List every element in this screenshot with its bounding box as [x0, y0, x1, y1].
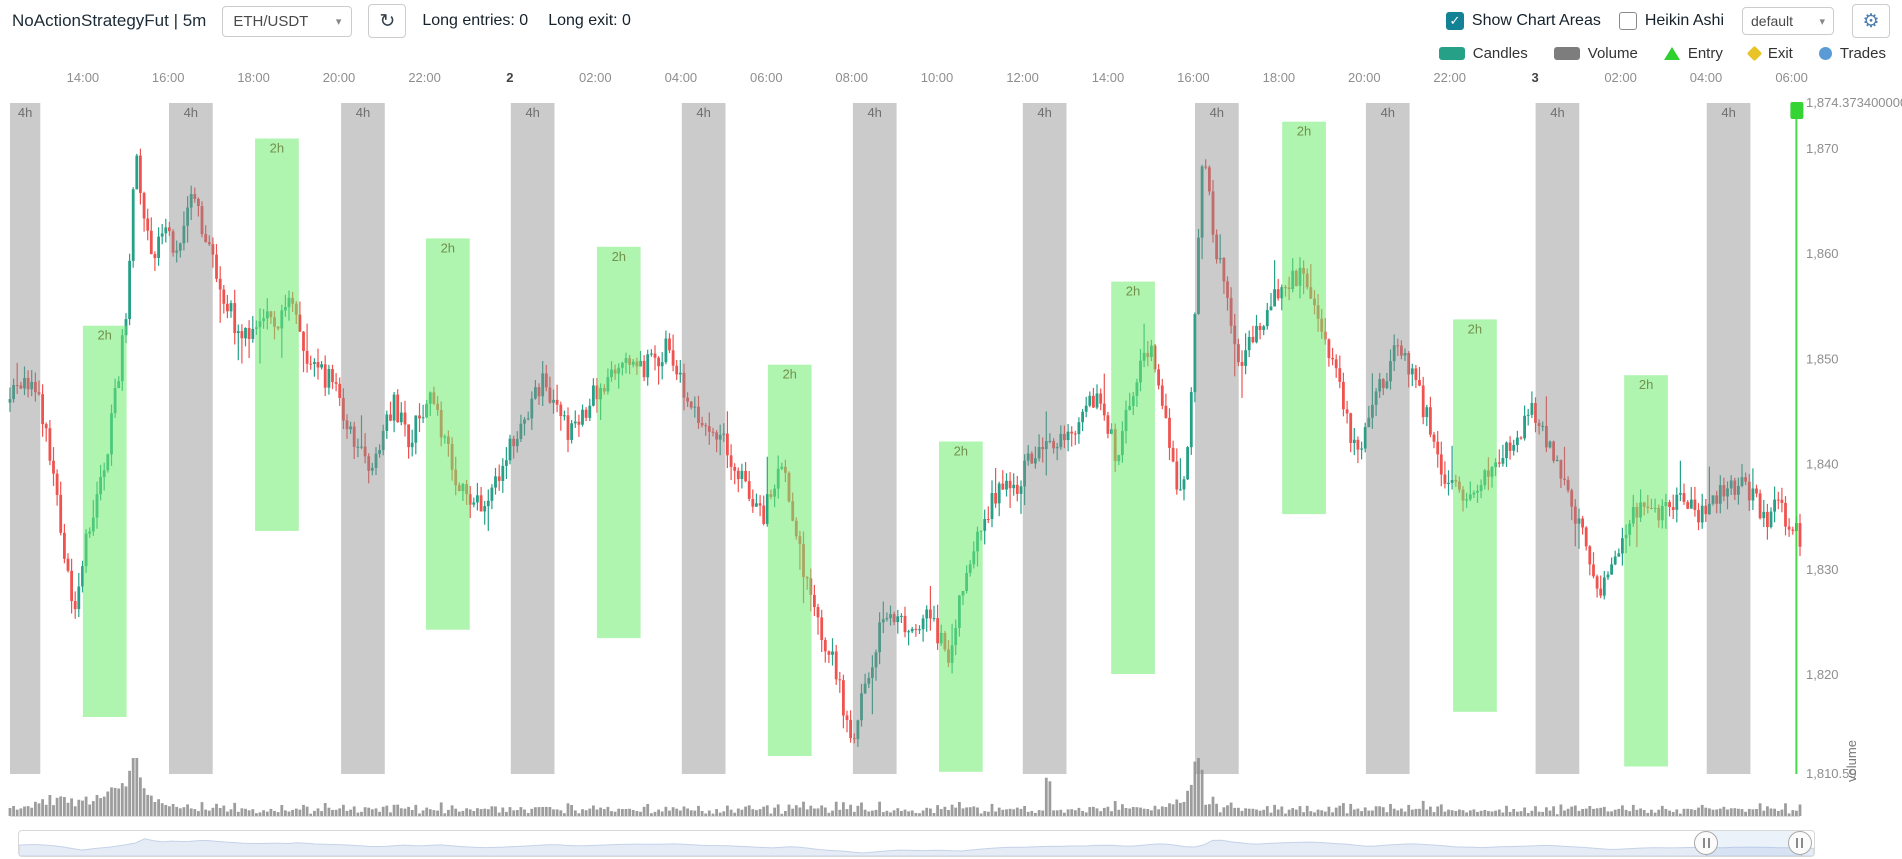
candlestick-chart[interactable]: 14:00 16:00 18:00 20:00 22:00 2 02:00 04:00 06:0… — [0, 61, 1902, 826]
chart-header: NoActionStrategyFut | 5m ETH/USDT ▾ ↻ Lo… — [0, 0, 1902, 42]
legend-label-candles: Candles — [1472, 44, 1528, 62]
svg-text:2h: 2h — [1297, 124, 1311, 139]
svg-text:1,860: 1,860 — [1806, 246, 1839, 261]
svg-text:2: 2 — [506, 70, 513, 85]
legend-label-trades: Trades — [1839, 44, 1886, 62]
chevron-down-icon: ▾ — [1819, 15, 1825, 28]
chart-legend: Candles Volume Entry Exit Trades — [0, 42, 1902, 64]
svg-text:1,840: 1,840 — [1806, 457, 1839, 472]
svg-text:4h: 4h — [867, 105, 881, 120]
refresh-button[interactable]: ↻ — [368, 4, 407, 38]
show-chart-areas-label: Show Chart Areas — [1471, 12, 1601, 29]
gear-icon: ⚙ — [1862, 10, 1880, 32]
svg-text:2h: 2h — [441, 240, 455, 255]
datazoom-left-handle[interactable] — [1694, 831, 1719, 855]
volume-marker-icon — [1553, 46, 1580, 60]
svg-text:2h: 2h — [782, 367, 796, 382]
svg-text:4h: 4h — [1381, 105, 1395, 120]
datazoom-slider[interactable] — [18, 830, 1815, 857]
svg-text:1,850: 1,850 — [1806, 351, 1839, 366]
svg-text:4h: 4h — [184, 105, 198, 120]
checkbox-unchecked-icon — [1618, 12, 1637, 30]
svg-text:1,810.59: 1,810.59 — [1806, 766, 1857, 781]
svg-text:20:00: 20:00 — [1348, 70, 1381, 85]
svg-text:10:00: 10:00 — [921, 70, 954, 85]
svg-text:16:00: 16:00 — [1177, 70, 1210, 85]
svg-text:02:00: 02:00 — [1604, 70, 1637, 85]
svg-text:22:00: 22:00 — [408, 70, 441, 85]
show-chart-areas-checkbox[interactable]: ✓ Show Chart Areas — [1445, 12, 1601, 30]
plot-config-select[interactable]: default ▾ — [1742, 7, 1834, 35]
svg-text:2h: 2h — [97, 328, 111, 343]
legend-label-exit: Exit — [1767, 44, 1793, 62]
legend-item-entry[interactable]: Entry — [1663, 44, 1723, 62]
legend-item-exit[interactable]: Exit — [1746, 44, 1793, 62]
svg-text:1,830: 1,830 — [1806, 562, 1839, 577]
exit-diamond-icon — [1746, 45, 1763, 61]
svg-text:4h: 4h — [356, 105, 370, 120]
svg-text:4h: 4h — [1210, 105, 1224, 120]
strategy-title: NoActionStrategyFut | 5m — [12, 11, 207, 30]
svg-text:02:00: 02:00 — [579, 70, 612, 85]
svg-text:4h: 4h — [1550, 105, 1564, 120]
svg-text:4h: 4h — [18, 105, 32, 120]
svg-text:18:00: 18:00 — [1263, 70, 1296, 85]
heikin-ashi-checkbox[interactable]: Heikin Ashi — [1618, 12, 1724, 30]
header-right-group: ✓ Show Chart Areas Heikin Ashi default ▾… — [1445, 4, 1890, 38]
settings-button[interactable]: ⚙ — [1852, 4, 1890, 38]
svg-text:1,820: 1,820 — [1806, 667, 1839, 682]
svg-text:2h: 2h — [612, 249, 626, 264]
svg-text:2h: 2h — [1126, 284, 1140, 299]
svg-text:volume: volume — [1844, 740, 1859, 782]
long-exit-label: Long exit: 0 — [548, 12, 631, 29]
candles-marker-icon — [1438, 46, 1465, 60]
checkbox-checked-icon: ✓ — [1445, 12, 1464, 30]
svg-text:2h: 2h — [270, 141, 284, 156]
header-left-group: NoActionStrategyFut | 5m ETH/USDT ▾ ↻ Lo… — [12, 4, 631, 38]
plot-config-value: default — [1751, 13, 1794, 29]
datazoom-silhouette — [19, 838, 1814, 856]
svg-text:3: 3 — [1531, 70, 1538, 85]
heikin-ashi-label: Heikin Ashi — [1644, 12, 1724, 29]
pair-select-value: ETH/USDT — [233, 12, 309, 30]
svg-text:04:00: 04:00 — [1690, 70, 1723, 85]
legend-item-candles[interactable]: Candles — [1438, 44, 1528, 62]
svg-text:04:00: 04:00 — [665, 70, 698, 85]
svg-text:06:00: 06:00 — [1775, 70, 1808, 85]
svg-text:1,870: 1,870 — [1806, 141, 1839, 156]
svg-text:22:00: 22:00 — [1433, 70, 1466, 85]
svg-text:2h: 2h — [1468, 321, 1482, 336]
svg-text:08:00: 08:00 — [835, 70, 868, 85]
trades-circle-icon — [1818, 46, 1832, 60]
svg-text:20:00: 20:00 — [323, 70, 356, 85]
svg-text:16:00: 16:00 — [152, 70, 185, 85]
entry-triangle-icon — [1663, 46, 1680, 60]
legend-label-entry: Entry — [1687, 44, 1723, 62]
chevron-down-icon: ▾ — [335, 15, 342, 28]
svg-text:2h: 2h — [954, 444, 968, 459]
legend-label-volume: Volume — [1587, 44, 1638, 62]
legend-item-trades[interactable]: Trades — [1818, 44, 1886, 62]
svg-text:14:00: 14:00 — [1092, 70, 1125, 85]
legend-item-volume[interactable]: Volume — [1553, 44, 1638, 62]
svg-text:4h: 4h — [1721, 105, 1735, 120]
svg-text:18:00: 18:00 — [237, 70, 270, 85]
pair-select[interactable]: ETH/USDT ▾ — [222, 5, 353, 37]
svg-text:4h: 4h — [525, 105, 539, 120]
refresh-icon: ↻ — [379, 10, 396, 32]
svg-text:06:00: 06:00 — [750, 70, 783, 85]
svg-text:2h: 2h — [1639, 377, 1653, 392]
svg-text:1,874.373400000: 1,874.373400000 — [1806, 95, 1902, 110]
datazoom-right-handle[interactable] — [1787, 831, 1812, 855]
svg-text:14:00: 14:00 — [67, 70, 100, 85]
svg-text:12:00: 12:00 — [1006, 70, 1039, 85]
svg-text:4h: 4h — [696, 105, 710, 120]
svg-text:4h: 4h — [1037, 105, 1051, 120]
long-entries-label: Long entries: 0 — [422, 12, 529, 29]
